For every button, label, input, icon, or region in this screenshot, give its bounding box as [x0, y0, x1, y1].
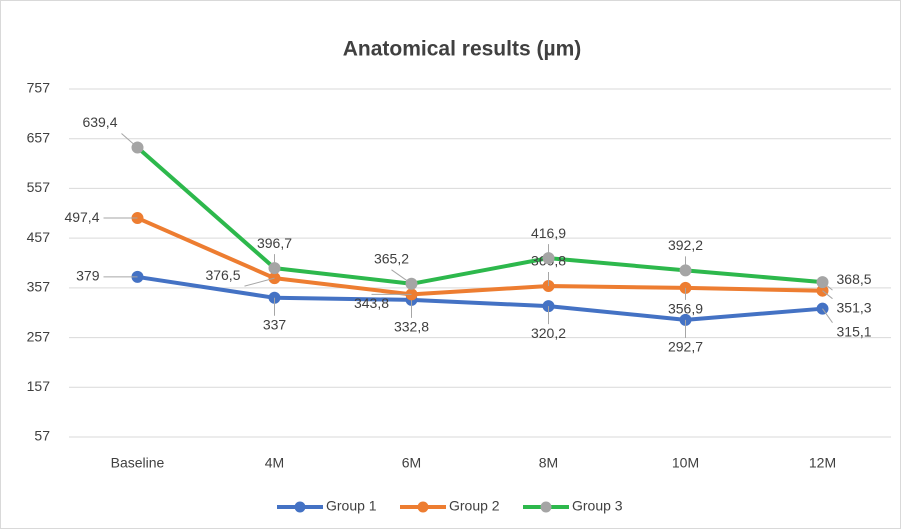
data-label: 416,9	[531, 225, 566, 241]
y-tick-label: 157	[27, 378, 51, 394]
y-tick-label: 257	[27, 328, 51, 344]
legend-marker	[294, 501, 306, 513]
data-label: 351,3	[837, 299, 872, 315]
y-tick-label: 757	[27, 80, 51, 96]
data-label: 379	[76, 268, 100, 284]
data-label: 292,7	[668, 339, 703, 355]
leader-line	[822, 308, 833, 323]
x-tick-label: 10M	[672, 455, 699, 471]
leader-line	[822, 290, 833, 300]
y-tick-label: 557	[27, 179, 51, 195]
leader-line	[121, 133, 138, 148]
data-label: 497,4	[64, 209, 99, 225]
x-tick-label: 4M	[265, 455, 284, 471]
x-tick-label: 6M	[402, 455, 421, 471]
data-label: 332,8	[394, 319, 429, 335]
data-label: 315,1	[837, 323, 872, 339]
data-label: 356,9	[668, 301, 703, 317]
series-line	[135, 145, 825, 286]
legend-label: Group 2	[449, 498, 500, 514]
series-line	[135, 216, 825, 297]
leader-line	[244, 277, 275, 287]
data-label: 368,5	[837, 271, 872, 287]
data-label: 343,8	[354, 295, 389, 311]
y-tick-label: 357	[27, 279, 51, 295]
data-label: 320,2	[531, 325, 566, 341]
data-label: 376,5	[205, 267, 240, 283]
y-tick-label: 657	[27, 129, 51, 145]
data-label: 396,7	[257, 235, 292, 251]
chart-title: Anatomical results (µm)	[343, 38, 582, 61]
data-label: 392,2	[668, 237, 703, 253]
legend-label: Group 1	[326, 498, 377, 514]
x-tick-label: Baseline	[111, 455, 165, 471]
x-tick-label: 12M	[809, 455, 836, 471]
y-tick-label: 57	[34, 428, 50, 444]
data-label: 337	[263, 317, 287, 333]
legend-label: Group 3	[572, 498, 623, 514]
x-tick-label: 8M	[539, 455, 558, 471]
leader-line	[822, 281, 833, 291]
series-line	[135, 274, 825, 322]
y-tick-label: 457	[27, 229, 51, 245]
legend-marker	[540, 501, 552, 513]
legend-marker	[417, 501, 429, 513]
data-label: 365,2	[374, 250, 409, 266]
leader-line	[391, 269, 412, 285]
data-label: 639,4	[82, 114, 117, 130]
